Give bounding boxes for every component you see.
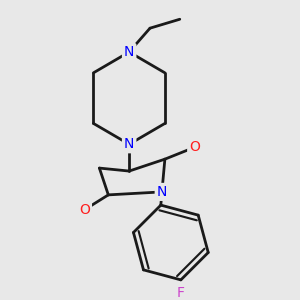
Text: F: F bbox=[177, 286, 185, 300]
Text: O: O bbox=[189, 140, 200, 154]
Text: N: N bbox=[124, 45, 134, 59]
Text: O: O bbox=[79, 203, 90, 217]
Text: N: N bbox=[157, 185, 167, 199]
Text: N: N bbox=[124, 137, 134, 151]
